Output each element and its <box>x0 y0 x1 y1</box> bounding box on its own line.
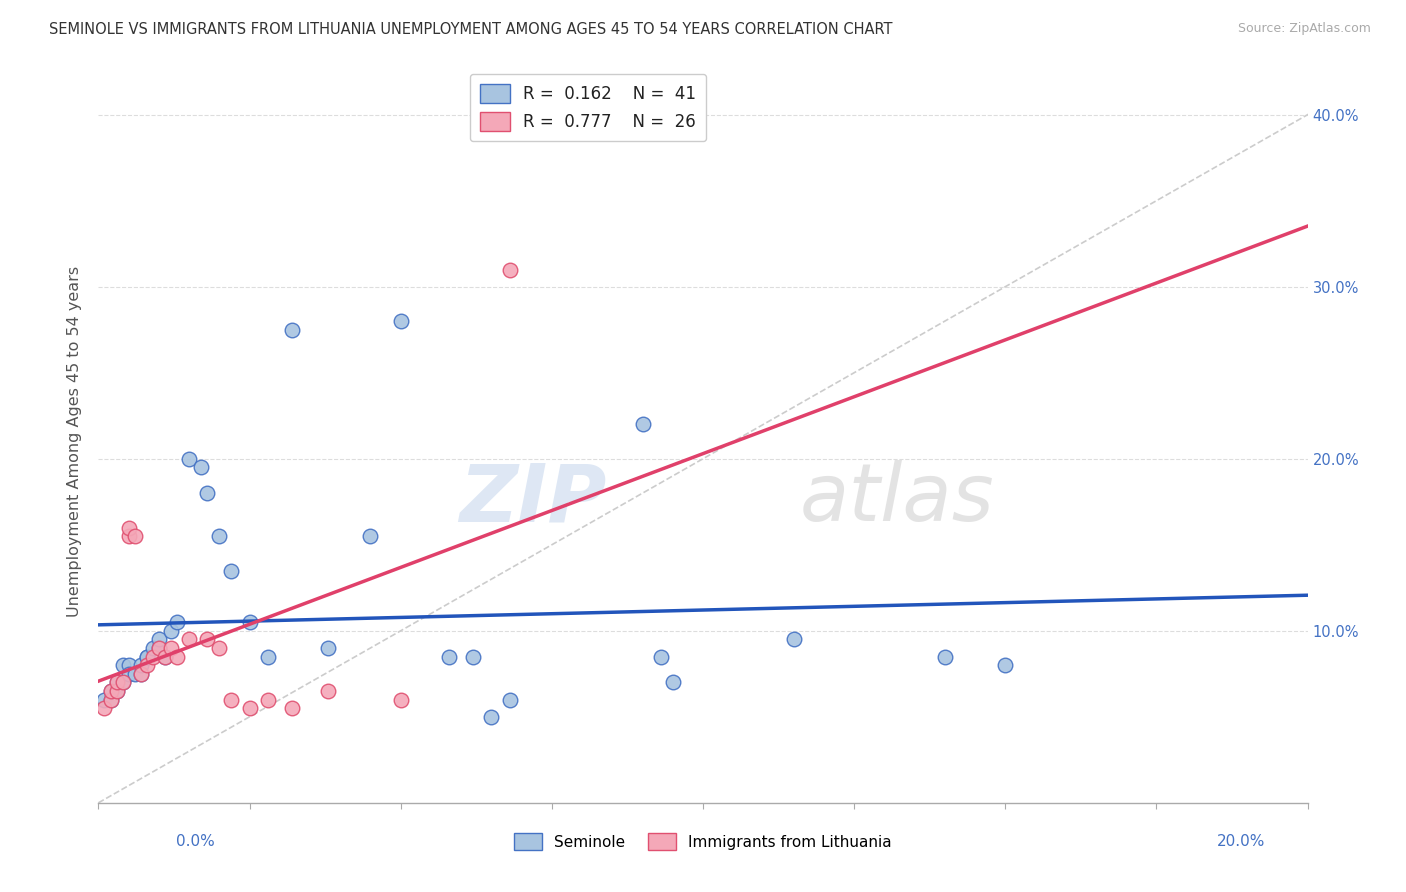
Point <box>166 615 188 630</box>
Point <box>195 632 218 647</box>
Point <box>153 649 176 664</box>
Point <box>148 640 170 655</box>
Point <box>129 666 152 681</box>
Point <box>934 649 956 664</box>
Point <box>994 658 1017 673</box>
Text: ZIP: ZIP <box>458 460 606 539</box>
Point <box>105 684 128 698</box>
Legend: Seminole, Immigrants from Lithuania: Seminole, Immigrants from Lithuania <box>509 827 897 856</box>
Point <box>135 649 157 664</box>
Point <box>93 701 115 715</box>
Point <box>160 624 183 638</box>
Point <box>783 632 806 647</box>
Point <box>118 658 141 673</box>
Point <box>100 692 122 706</box>
Point <box>100 684 122 698</box>
Y-axis label: Unemployment Among Ages 45 to 54 years: Unemployment Among Ages 45 to 54 years <box>67 266 83 617</box>
Point <box>100 692 122 706</box>
Text: atlas: atlas <box>800 460 994 539</box>
Point <box>281 701 304 715</box>
Point <box>221 564 243 578</box>
Point <box>498 262 520 277</box>
Point <box>105 675 128 690</box>
Point <box>124 666 146 681</box>
Text: 20.0%: 20.0% <box>1218 834 1265 849</box>
Point <box>208 640 231 655</box>
Point <box>190 460 212 475</box>
Point <box>316 684 339 698</box>
Point <box>498 692 520 706</box>
Point <box>111 675 134 690</box>
Point <box>166 649 188 664</box>
Point <box>105 675 128 690</box>
Point <box>111 675 134 690</box>
Point <box>195 486 218 500</box>
Point <box>100 684 122 698</box>
Point <box>111 658 134 673</box>
Point <box>481 710 503 724</box>
Point <box>142 649 165 664</box>
Point <box>389 692 412 706</box>
Point <box>148 640 170 655</box>
Point <box>661 675 683 690</box>
Point <box>118 529 141 543</box>
Point <box>239 701 262 715</box>
Point <box>135 649 157 664</box>
Point <box>153 649 176 664</box>
Point <box>360 529 382 543</box>
Point <box>631 417 654 432</box>
Point <box>118 520 141 534</box>
Point <box>256 649 278 664</box>
Point <box>316 640 339 655</box>
Point <box>463 649 485 664</box>
Point <box>437 649 460 664</box>
Point <box>179 632 201 647</box>
Point <box>281 323 304 337</box>
Point <box>179 451 201 466</box>
Point <box>208 529 231 543</box>
Text: 0.0%: 0.0% <box>176 834 215 849</box>
Point <box>129 658 152 673</box>
Point <box>650 649 672 664</box>
Point <box>129 666 152 681</box>
Point <box>135 658 157 673</box>
Point <box>389 314 412 328</box>
Point <box>118 666 141 681</box>
Point <box>221 692 243 706</box>
Point <box>239 615 262 630</box>
Text: Source: ZipAtlas.com: Source: ZipAtlas.com <box>1237 22 1371 36</box>
Point <box>256 692 278 706</box>
Point <box>148 632 170 647</box>
Point <box>124 529 146 543</box>
Point <box>160 640 183 655</box>
Point <box>105 684 128 698</box>
Point <box>142 640 165 655</box>
Point <box>93 692 115 706</box>
Text: SEMINOLE VS IMMIGRANTS FROM LITHUANIA UNEMPLOYMENT AMONG AGES 45 TO 54 YEARS COR: SEMINOLE VS IMMIGRANTS FROM LITHUANIA UN… <box>49 22 893 37</box>
